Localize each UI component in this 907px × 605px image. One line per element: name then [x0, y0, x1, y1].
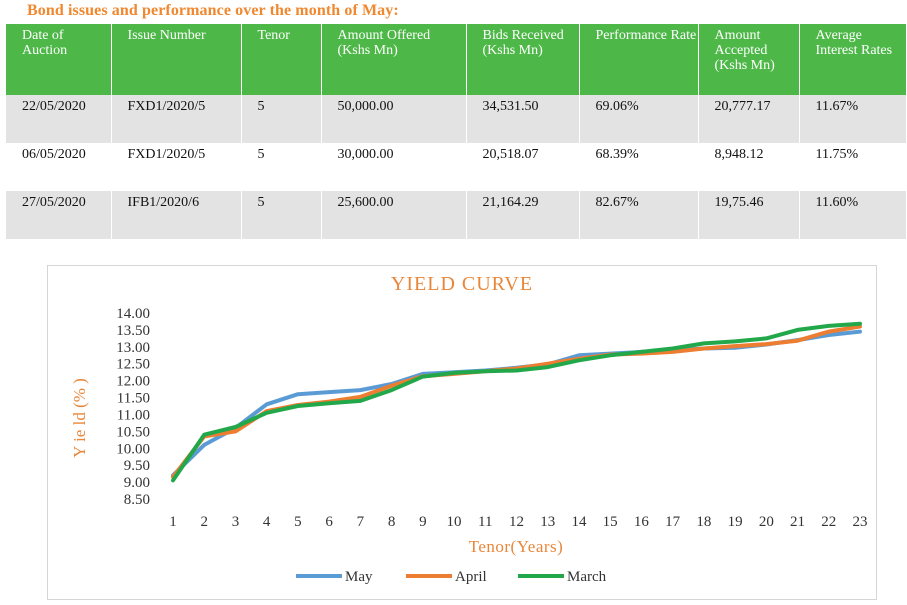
x-tick-label: 16 — [634, 514, 650, 530]
table-cell: 50,000.00 — [321, 95, 467, 143]
x-tick-label: 7 — [357, 514, 365, 530]
column-header: Average Interest Rates — [799, 24, 906, 95]
table-cell: 5 — [241, 191, 322, 239]
table-cell: 5 — [241, 143, 322, 191]
series-line-may — [171, 329, 862, 478]
x-tick-label: 6 — [325, 514, 333, 530]
x-tick-label: 19 — [728, 514, 743, 530]
table-cell: 22/05/2020 — [6, 95, 112, 143]
column-header: Tenor — [241, 24, 322, 95]
legend-label-march: March — [567, 569, 607, 585]
x-tick-label: 2 — [200, 514, 208, 530]
x-tick-label: 20 — [759, 514, 774, 530]
x-tick-label: 12 — [509, 514, 524, 530]
x-tick-label: 1 — [169, 514, 177, 530]
table-cell: 8,948.12 — [698, 143, 800, 191]
y-tick-label: 9.50 — [124, 458, 150, 474]
y-tick-label: 13.50 — [116, 323, 150, 339]
x-tick-label: 14 — [571, 514, 587, 530]
x-tick-label: 17 — [665, 514, 681, 530]
table-cell: 69.06% — [579, 95, 699, 143]
y-axis-label: Y ie ld (% ) — [70, 378, 89, 458]
section-title: Bond issues and performance over the mon… — [27, 2, 399, 19]
column-header: Date of Auction — [6, 24, 112, 95]
column-header: Bids Received (Kshs Mn) — [466, 24, 580, 95]
column-header: Amount Offered (Kshs Mn) — [321, 24, 467, 95]
table-cell: 5 — [241, 95, 322, 143]
table-cell: IFB1/2020/6 — [111, 191, 242, 239]
table-cell: 11.67% — [799, 95, 906, 143]
y-tick-label: 14.00 — [116, 306, 150, 322]
y-tick-label: 10.50 — [116, 424, 150, 440]
x-tick-label: 15 — [603, 514, 618, 530]
bond-issues-table: Date of Auction Issue Number Tenor Amoun… — [6, 24, 906, 239]
table-row: 06/05/2020 FXD1/2020/5 5 30,000.00 20,51… — [6, 143, 906, 191]
x-tick-label: 23 — [853, 514, 868, 530]
column-header: Amount Accepted (Kshs Mn) — [698, 24, 800, 95]
table-cell: 34,531.50 — [466, 95, 580, 143]
x-tick-label: 8 — [388, 514, 396, 530]
x-tick-label: 21 — [790, 514, 805, 530]
table-cell: 19,75.46 — [698, 191, 800, 239]
yield-curve-svg: YIELD CURVE Tenor(Years) Y ie ld (% ) 8.… — [70, 273, 868, 585]
y-tick-label: 10.00 — [116, 441, 150, 457]
table-row: 22/05/2020 FXD1/2020/5 5 50,000.00 34,53… — [6, 95, 906, 143]
y-tick-label: 11.00 — [117, 407, 150, 423]
column-header: Performance Rate — [579, 24, 699, 95]
y-tick-label: 8.50 — [124, 492, 150, 508]
table-cell: 25,600.00 — [321, 191, 467, 239]
table-cell: 21,164.29 — [466, 191, 580, 239]
legend-label-may: May — [345, 569, 373, 585]
x-tick-label: 22 — [821, 514, 836, 530]
x-tick-label: 5 — [294, 514, 302, 530]
x-tick-label: 4 — [263, 514, 271, 530]
yield-curve-chart: YIELD CURVE Tenor(Years) Y ie ld (% ) 8.… — [47, 265, 877, 600]
table-cell: 27/05/2020 — [6, 191, 112, 239]
table-cell: 68.39% — [579, 143, 699, 191]
x-tick-label: 13 — [540, 514, 555, 530]
x-tick-label: 3 — [232, 514, 240, 530]
table-row: 27/05/2020 IFB1/2020/6 5 25,600.00 21,16… — [6, 191, 906, 239]
y-tick-label: 9.00 — [124, 475, 150, 491]
legend-label-april: April — [455, 569, 487, 585]
x-axis-label: Tenor(Years) — [469, 537, 564, 556]
x-tick-label: 11 — [478, 514, 492, 530]
table-header-row: Date of Auction Issue Number Tenor Amoun… — [6, 24, 906, 95]
table-cell: FXD1/2020/5 — [111, 143, 242, 191]
table-cell: 82.67% — [579, 191, 699, 239]
column-header: Issue Number — [111, 24, 242, 95]
y-tick-label: 12.50 — [116, 357, 150, 373]
x-tick-label: 18 — [696, 514, 711, 530]
table-cell: 11.75% — [799, 143, 906, 191]
table-cell: 30,000.00 — [321, 143, 467, 191]
table-cell: 11.60% — [799, 191, 906, 239]
table-cell: 20,518.07 — [466, 143, 580, 191]
y-tick-label: 11.50 — [117, 391, 150, 407]
x-tick-label: 9 — [419, 514, 427, 530]
series-line-march — [171, 321, 862, 483]
table-cell: FXD1/2020/5 — [111, 95, 242, 143]
chart-title: YIELD CURVE — [391, 273, 533, 295]
table-cell: 06/05/2020 — [6, 143, 112, 191]
x-tick-label: 10 — [447, 514, 462, 530]
table-cell: 20,777.17 — [698, 95, 800, 143]
y-tick-label: 12.00 — [116, 374, 150, 390]
y-tick-label: 13.00 — [116, 340, 150, 356]
